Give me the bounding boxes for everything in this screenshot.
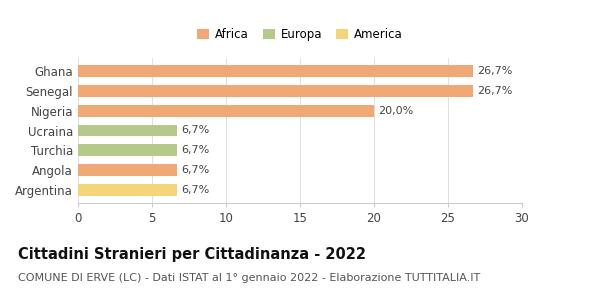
Text: 26,7%: 26,7% (478, 86, 513, 96)
Text: 6,7%: 6,7% (182, 185, 210, 195)
Text: 6,7%: 6,7% (182, 126, 210, 135)
Bar (78, 124, 177, 137)
Bar (78, 184, 177, 196)
Text: 26,7%: 26,7% (478, 66, 513, 76)
Text: 6,7%: 6,7% (182, 146, 210, 155)
Text: COMUNE DI ERVE (LC) - Dati ISTAT al 1° gennaio 2022 - Elaborazione TUTTITALIA.IT: COMUNE DI ERVE (LC) - Dati ISTAT al 1° g… (18, 273, 480, 282)
Legend: Africa, Europa, America: Africa, Europa, America (193, 23, 407, 46)
Text: 20,0%: 20,0% (379, 106, 413, 115)
Bar (78, 164, 177, 176)
Bar (78, 65, 473, 77)
Text: Cittadini Stranieri per Cittadinanza - 2022: Cittadini Stranieri per Cittadinanza - 2… (18, 246, 366, 262)
Bar (78, 85, 473, 97)
Bar (78, 104, 374, 117)
Bar (78, 144, 177, 157)
Text: 6,7%: 6,7% (182, 165, 210, 175)
